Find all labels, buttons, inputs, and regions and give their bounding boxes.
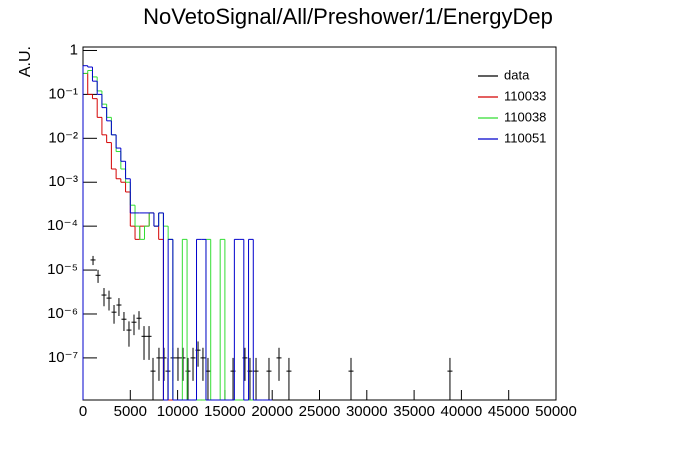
- y-tick-label: 1: [70, 41, 78, 58]
- legend-label: 110038: [504, 109, 546, 124]
- legend-label: 110033: [504, 88, 546, 103]
- x-tick-label: 15000: [204, 403, 246, 420]
- x-tick-label: 30000: [346, 403, 388, 420]
- y-tick-label: 10⁻⁶: [47, 305, 78, 322]
- x-tick-label: 0: [79, 403, 87, 420]
- legend-label: 110051: [504, 130, 546, 145]
- y-tick-label: 10⁻⁴: [47, 217, 78, 234]
- x-tick-label: 25000: [299, 403, 341, 420]
- x-tick-label: 40000: [441, 403, 483, 420]
- y-tick-label: 10⁻²: [48, 129, 78, 146]
- chart-title: NoVetoSignal/All/Preshower/1/EnergyDep: [143, 4, 553, 29]
- x-tick-label: 50000: [535, 403, 577, 420]
- y-tick-label: 10⁻⁵: [47, 261, 78, 278]
- x-tick-label: 35000: [393, 403, 435, 420]
- y-axis-label: A.U.: [17, 46, 34, 77]
- y-tick-label: 10⁻⁷: [48, 349, 78, 366]
- x-tick-label: 5000: [114, 403, 147, 420]
- legend-label: data: [504, 67, 530, 82]
- x-tick-label: 10000: [157, 403, 199, 420]
- x-tick-label: 45000: [488, 403, 530, 420]
- x-tick-label: 20000: [251, 403, 293, 420]
- y-tick-label: 10⁻¹: [48, 85, 78, 102]
- y-tick-label: 10⁻³: [48, 173, 78, 190]
